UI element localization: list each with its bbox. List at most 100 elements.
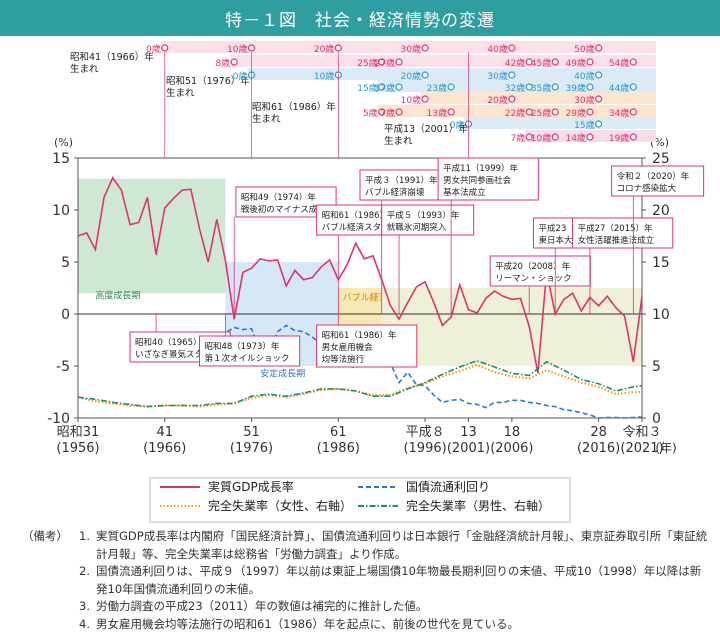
generation-row: 5歳 7歳 13歳 22歳 25歳 29歳 34歳 [363,105,656,119]
event-text: バブル経済崩壊 [365,187,425,198]
x-tick-ad: (2016) [577,441,620,456]
period-band [381,288,642,366]
generation-label: 平成13（2001）年 [384,123,468,135]
age-label: 25歳 [357,57,377,69]
age-marker [230,58,238,66]
age-marker [508,44,516,52]
series-line-2 [164,324,643,419]
x-tick-ad: (1996) [403,441,446,456]
age-label: 20歳 [314,43,334,55]
age-marker [395,58,403,66]
figure-title-bar: 特－１図 社会・経済情勢の変遷 [0,0,720,36]
event-frame [611,165,705,197]
figure-title: 特－１図 社会・経済情勢の変遷 [225,10,495,31]
age-label: 44歳 [609,82,629,94]
generation-row: 0歳 10歳 20歳 30歳 40歳 [233,68,657,82]
x-tick-ad: (2006) [490,441,533,456]
age-marker [421,44,429,52]
note-row-1: （備考） 1. 実質GDP成長率は内閣府「国民経済計算」、国債流通利回りは日本銀… [22,528,712,563]
age-label: 8歳 [215,57,230,69]
note-row-2: 2. 国債流通利回りは、平成９（1997）年以前は東証上場国債10年物最長期利回… [22,563,712,598]
x-tick-ad: (2021) [620,441,663,456]
chart-svg: 高度成長期安定成長期バブル経済(%)151050-5-10(%)25201510… [47,41,705,523]
age-label: 10歳 [401,94,421,106]
event-text: いざなぎ景気スタート [135,349,220,360]
age-marker [395,108,403,116]
note-num: 1. [79,529,90,543]
period-label: バブル経済 [343,291,388,303]
x-tick-era: 61 [330,425,347,440]
age-marker [161,44,169,52]
legend-label: 完全失業率（女性、右軸） [208,498,352,513]
age-label: 34歳 [609,107,629,119]
note-row-4: 4. 男女雇用機会均等法施行の昭和61（1986）年を起点に、前後の世代を見てい… [22,616,712,634]
age-label: 5歳 [363,107,378,119]
series-line-3 [77,363,642,408]
right-tick-label: 20 [652,203,670,219]
generation-label: 生まれ [70,63,99,75]
event-text: 令和２（2020）年 [617,171,690,182]
right-tick-label: 0 [652,411,661,427]
x-tick-era: 18 [504,425,521,440]
x-tick-ad: (1966) [143,441,186,456]
event-text: 平成11（1999）年 [443,163,518,174]
event-text: 昭和61（1986）年 [322,210,397,221]
x-tick-era: 昭和31 [57,425,100,440]
event-text: 平成３（1991）年 [365,175,438,186]
age-marker [447,83,455,91]
event-text: 昭和40（1965）年 [135,337,210,348]
age-label: 40歳 [574,70,594,82]
age-label: 10歳 [314,70,334,82]
age-label: 30歳 [487,70,507,82]
age-marker [447,108,455,116]
age-label: 0歳 [450,119,465,131]
age-label: 39歳 [565,82,585,94]
plot-frame [77,157,643,419]
generation-band [421,92,656,104]
age-label: 25歳 [531,107,551,119]
age-label: 20歳 [487,94,507,106]
age-marker [629,83,637,91]
event-text: 昭和61（1986）年 [322,330,397,341]
age-marker [595,95,603,103]
note-num: 3. [79,599,90,613]
event-text: 男女雇用機会 [322,342,374,353]
event-frame [381,204,475,236]
legend-label: 国債流通利回り [406,479,490,494]
age-marker [508,95,516,103]
left-tick-label: 0 [61,307,70,323]
age-marker [551,108,559,116]
age-label: 45歳 [531,57,551,69]
age-marker [586,58,594,66]
age-label: 7歳 [510,132,525,144]
age-marker [595,44,603,52]
age-label: 13歳 [427,107,447,119]
age-marker [525,133,533,141]
age-label: 15歳 [357,82,377,94]
age-marker [595,120,603,128]
generation-band [464,117,656,129]
age-label: 50歳 [574,43,594,55]
event-frame [198,335,301,367]
age-marker [586,83,594,91]
age-label: 15歳 [574,119,594,131]
age-marker [421,95,429,103]
age-marker [629,108,637,116]
age-marker [334,44,342,52]
age-label: 0歳 [233,70,248,82]
age-marker [525,83,533,91]
age-marker [378,108,386,116]
period-label: 高度成長期 [95,289,140,301]
age-marker [586,133,594,141]
legend-label: 実質GDP成長率 [208,479,294,494]
age-marker [525,58,533,66]
event-text: 第１次オイルショック [204,353,289,364]
generation-label: 生まれ [252,113,281,125]
age-label: 27歳 [375,57,395,69]
